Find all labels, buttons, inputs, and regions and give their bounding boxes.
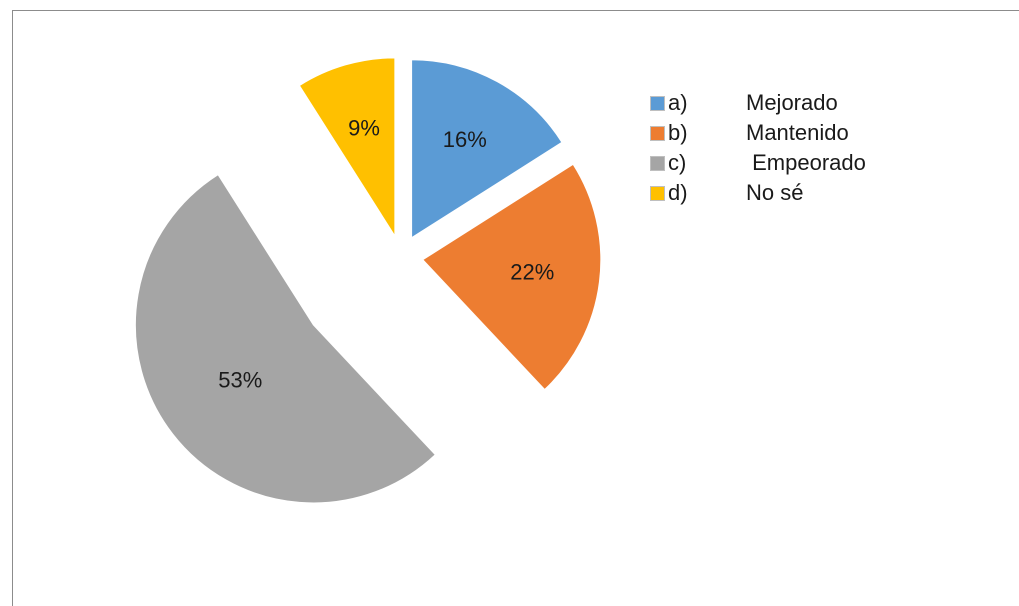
- chart-area: [12, 10, 1019, 606]
- pie-slice-c: [134, 173, 436, 504]
- legend-swatch-c: [650, 155, 665, 171]
- data-label-a: 16%: [443, 127, 487, 152]
- legend-letter-a: a): [668, 90, 688, 115]
- legend-letter-b: b): [668, 120, 688, 145]
- data-label-c: 53%: [218, 368, 262, 393]
- legend-item-c: c) Empeorado: [650, 148, 866, 178]
- data-label-d: 9%: [348, 116, 380, 141]
- legend-letter-d: d): [668, 180, 688, 205]
- legend-label-b: Mantenido: [746, 120, 849, 145]
- legend-item-a: a) Mejorado: [650, 88, 866, 118]
- pie-slice-a: [411, 59, 563, 239]
- legend-item-d: d) No sé: [650, 178, 866, 208]
- legend-label-d: No sé: [746, 180, 804, 205]
- legend-swatch-d: [650, 185, 665, 201]
- pie-slice-b: [422, 163, 602, 391]
- data-label-b: 22%: [510, 259, 554, 284]
- pie-slice-d: [298, 57, 396, 238]
- legend-letter-c: c): [668, 150, 687, 175]
- legend-swatch-b: [650, 125, 665, 141]
- legend-label-c: Empeorado: [746, 150, 866, 175]
- legend: a) Mejorado b) Mantenido c) Empeorado d)…: [650, 88, 866, 208]
- legend-swatch-a: [650, 95, 665, 111]
- legend-label-a: Mejorado: [746, 90, 838, 115]
- legend-item-b: b) Mantenido: [650, 118, 866, 148]
